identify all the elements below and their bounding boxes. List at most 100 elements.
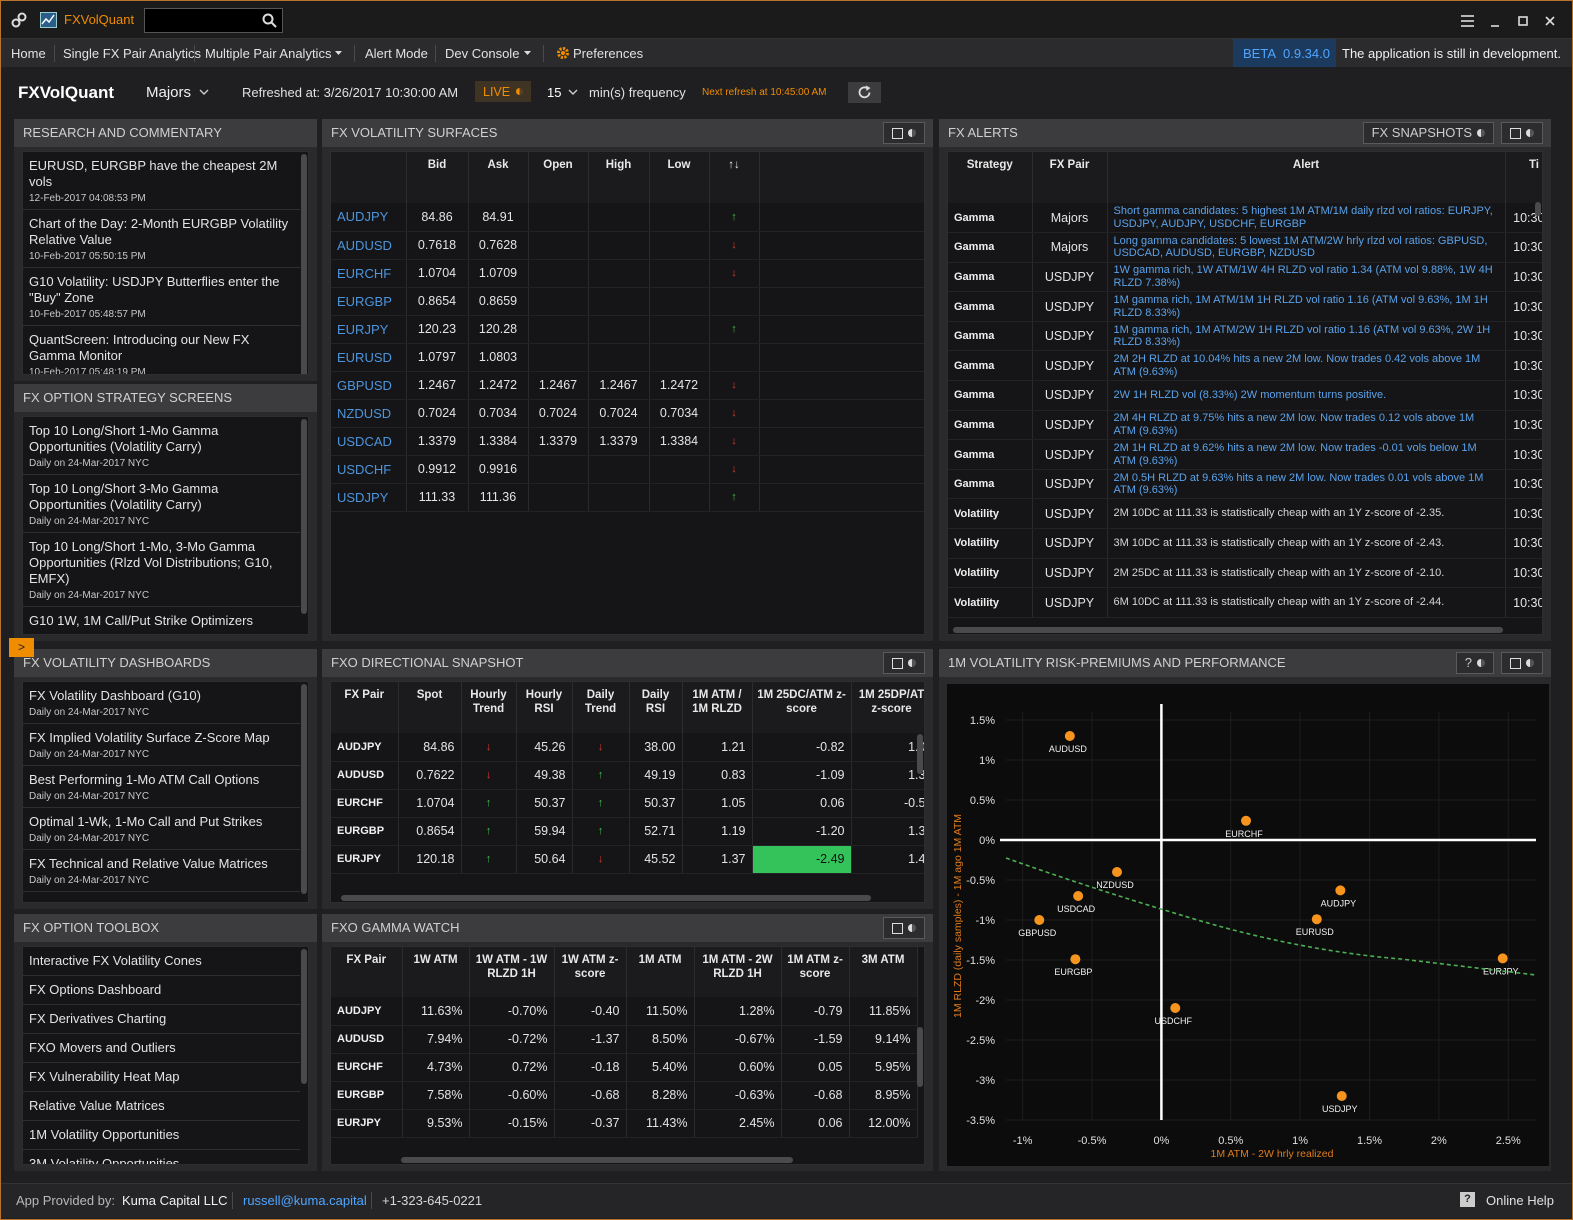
list-item[interactable]: Top 10 Long/Short 3-Mo Gamma Opportuniti… [23, 475, 300, 533]
sidebar-toggle[interactable]: > [9, 638, 34, 657]
pair-cell[interactable]: AUDJPY [331, 997, 403, 1026]
list-item[interactable]: Top 10 Long/Short 1-Mo Gamma Opportuniti… [23, 417, 300, 475]
list-item[interactable]: FXO Movers and Outliers [23, 1034, 300, 1063]
list-item[interactable]: EURUSD, EURGBP have the cheapest 2M vols… [23, 152, 300, 210]
panel-title: FX OPTION STRATEGY SCREENS [23, 390, 232, 405]
column-header: FX Pair [331, 947, 403, 997]
pair-cell[interactable]: EURUSD [331, 343, 407, 372]
list-item[interactable]: Chart of the Day: 2-Month EURGBP Volatil… [23, 210, 300, 268]
pair-cell[interactable]: EURJPY [331, 1109, 403, 1138]
list-item[interactable]: FX Volatility Dashboard (G10) Daily on 24… [23, 682, 300, 724]
help-icon[interactable]: ? [1460, 1192, 1475, 1207]
item-date: Daily on 24-Mar-2017 NYC [29, 749, 150, 760]
pair-cell[interactable]: Gamma [948, 439, 1033, 470]
pair-cell[interactable]: Gamma [948, 321, 1033, 352]
list-item[interactable]: Relative Value Matrices [23, 1092, 300, 1121]
link-icon[interactable] [11, 12, 27, 28]
value-cell: 0.06 [781, 1109, 850, 1138]
pair-cell[interactable]: EURGBP [331, 287, 407, 316]
frequency[interactable]: 15 [547, 85, 562, 100]
panel-body: FX Pair Spot Hourly Trend Hourly RSI Daily T… [330, 681, 925, 903]
pair-cell[interactable]: Volatility [948, 528, 1033, 559]
menu-item[interactable]: Preferences [573, 46, 644, 61]
value-cell: 50.37 [516, 789, 573, 818]
refresh-button[interactable] [848, 82, 881, 103]
search-box[interactable] [144, 8, 283, 33]
pair-cell[interactable]: Gamma [948, 350, 1033, 382]
pair-cell[interactable]: EURGBP [331, 817, 399, 846]
menu-item[interactable]: Single FX Pair Analytics [63, 46, 202, 61]
pair-cell[interactable]: Gamma [948, 203, 1033, 234]
list-item[interactable]: 3M Volatility Opportunities [23, 1150, 300, 1164]
list-item[interactable]: QuantScreen: Introducing our New FX Gamm… [23, 326, 300, 374]
pair-cell[interactable]: USDJPY [331, 483, 407, 512]
point [1336, 1091, 1347, 1101]
window-controls[interactable] [1460, 13, 1560, 29]
pair-cell[interactable]: AUDUSD [331, 231, 407, 260]
list-item[interactable]: FX Vulnerability Heat Map [23, 1063, 300, 1092]
value-cell: -0.18 [554, 1053, 627, 1082]
toggle-indicator [908, 659, 916, 667]
pair-cell[interactable]: Gamma [948, 410, 1033, 441]
list-item[interactable]: FX Implied Volatility Surface Z-Score Ma… [23, 724, 300, 766]
pair-cell[interactable]: EURCHF [331, 1053, 403, 1082]
column-header: Hourly RSI [516, 682, 573, 733]
menu-item[interactable]: Multiple Pair Analytics [205, 46, 332, 61]
value-cell: ↑ [572, 789, 630, 818]
toggle-button[interactable] [883, 122, 925, 144]
list-item[interactable]: G10 1W, 1M Call/Put Strike Optimizers [23, 607, 300, 634]
list-item[interactable]: FX Derivatives Charting [23, 1005, 300, 1034]
list-item[interactable]: G10 Volatility: USDJPY Butterflies enter… [23, 268, 300, 326]
value-cell: 2M 0.5H RLZD at 9.63% hits a new 2M low.… [1107, 469, 1506, 500]
menu-item[interactable]: Alert Mode [365, 46, 428, 61]
empty-cell [759, 203, 924, 232]
pair-cell[interactable]: USDCAD [331, 427, 407, 456]
list-item[interactable]: FX Options Dashboard [23, 976, 300, 1005]
table-head: FX Pair Spot Hourly Trend Hourly RSI Daily T… [331, 682, 924, 733]
value-cell: 10:30:0 [1505, 410, 1542, 441]
list-item[interactable]: Top 10 Long/Short 1-Mo, 3-Mo Gamma Oppor… [23, 533, 300, 607]
pair-cell[interactable]: Gamma [948, 380, 1033, 411]
panel-header: 1M VOLATILITY RISK-PREMIUMS AND PERFORMA… [939, 649, 1551, 677]
toggle-button[interactable] [1501, 652, 1543, 674]
pair-cell[interactable]: AUDUSD [331, 1025, 403, 1054]
list-item[interactable]: Interactive FX Volatility Cones [23, 947, 300, 976]
pair-cell[interactable]: GBPUSD [331, 371, 407, 400]
toggle-button[interactable] [883, 652, 925, 674]
empty-cell [649, 455, 710, 484]
list-item[interactable]: FX Technical and Relative Value Matrices… [23, 850, 300, 892]
toggle-button[interactable] [1501, 122, 1543, 144]
menu-item[interactable]: Home [11, 46, 46, 61]
live-badge[interactable]: LIVE [475, 81, 531, 102]
pair-cell[interactable]: Gamma [948, 262, 1033, 293]
pair-cell[interactable]: Gamma [948, 232, 1033, 263]
menu-item[interactable]: Dev Console [445, 46, 520, 61]
snapshots-button[interactable]: FX SNAPSHOTS [1362, 122, 1494, 144]
pair-cell[interactable]: EURGBP [331, 1081, 403, 1110]
search-icon[interactable] [262, 13, 277, 28]
pair-cell[interactable]: EURJPY [331, 845, 399, 874]
pair-cell[interactable]: EURJPY [331, 315, 407, 344]
pair-cell[interactable]: EURCHF [331, 259, 407, 288]
list-item[interactable]: Optimal 1-Wk, 1-Mo Call and Put Strikes D… [23, 808, 300, 850]
pair-cell[interactable]: Volatility [948, 498, 1033, 530]
group-selector[interactable]: Majors [146, 84, 192, 101]
dev-notice: The application is still in development. [1342, 46, 1561, 61]
value-cell: 0.7622 [398, 761, 462, 790]
pair-cell[interactable]: AUDJPY [331, 733, 399, 762]
pair-cell[interactable]: Gamma [948, 291, 1033, 322]
pair-cell[interactable]: Volatility [948, 558, 1033, 589]
pair-cell[interactable]: Gamma [948, 469, 1033, 500]
pair-cell[interactable]: NZDUSD [331, 399, 407, 428]
list-item[interactable]: Best Performing 1-Mo ATM Call Options Dai… [23, 766, 300, 808]
pair-cell[interactable]: EURCHF [331, 789, 399, 818]
email-link[interactable]: russell@kuma.capital [243, 1193, 367, 1208]
pair-cell[interactable]: USDCHF [331, 455, 407, 484]
toggle-button[interactable] [883, 917, 925, 939]
list-item[interactable]: 1M Volatility Opportunities [23, 1121, 300, 1150]
help-button[interactable]: ? [1455, 652, 1494, 674]
pair-cell[interactable]: AUDUSD [331, 761, 399, 790]
pair-cell[interactable]: Volatility [948, 587, 1033, 618]
pair-cell[interactable]: AUDJPY [331, 203, 407, 232]
online-help[interactable]: Online Help [1486, 1193, 1554, 1208]
